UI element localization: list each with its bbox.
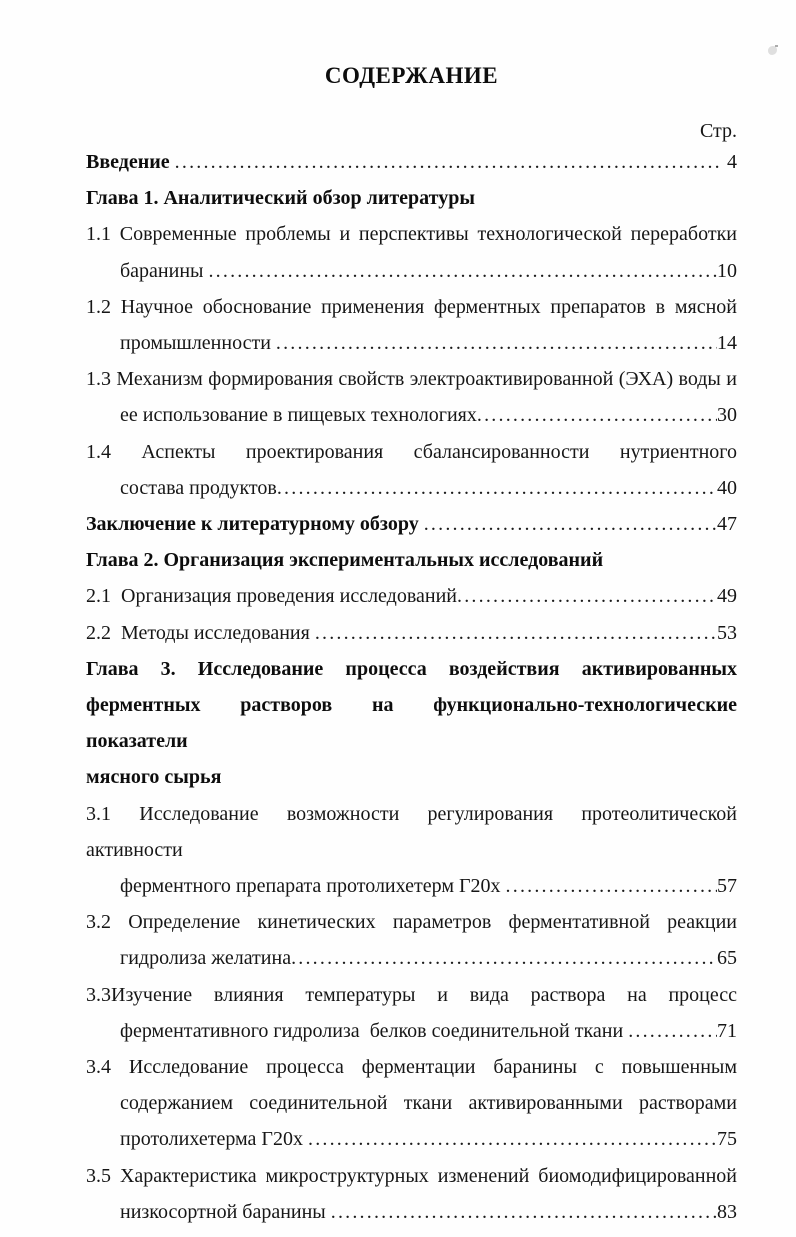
- toc-line: Глава 1. Аналитический обзор литературы: [86, 180, 737, 216]
- toc-line: Введение ...............................…: [86, 144, 737, 180]
- toc-page-number: 53: [717, 621, 737, 644]
- toc-line: 1.1 Современные проблемы и перспективы т…: [86, 216, 737, 252]
- page-column-label: Стр.: [699, 120, 737, 142]
- toc-entry-text: 1.4 Аспекты проектирования сбалансирован…: [86, 440, 737, 463]
- page-title: СОДЕРЖАНИЕ: [324, 63, 499, 88]
- toc-page-number: 49: [717, 585, 737, 608]
- toc-page-number: 40: [717, 476, 737, 499]
- toc-entry-text: Введение: [86, 151, 175, 173]
- toc-leader-dots: ........................................…: [174, 151, 719, 173]
- toc-entry-text: низкосортной баранины: [120, 1200, 331, 1223]
- toc-entry-text: 1.3 Механизм формирования свойств электр…: [86, 368, 737, 391]
- toc-leader-dots: ........................................…: [275, 332, 717, 355]
- toc-entry-text: промышленности: [120, 332, 276, 355]
- toc-page-number: 47: [717, 513, 737, 536]
- toc-line: состава продуктов.......................…: [86, 470, 737, 506]
- toc-entry-text: 3.5 Характеристика микроструктурных изме…: [86, 1164, 737, 1187]
- toc-page-number: 14: [717, 332, 737, 355]
- toc-entry-text: 3.2 Определение кинетических параметров …: [86, 911, 737, 934]
- toc-leader-dots: ........................................…: [208, 259, 717, 282]
- toc-leader-dots: ........................................…: [276, 476, 717, 499]
- toc-entry-text: 1.1 Современные проблемы и перспективы т…: [86, 223, 737, 246]
- toc-line: протолихетерма Г20х ....................…: [86, 1121, 737, 1157]
- toc-entry-text: 1.2 Научное обоснование применения ферме…: [86, 295, 737, 318]
- toc-line: 3.3Изучение влияния температуры и вида р…: [86, 977, 737, 1013]
- toc-line: промышленности .........................…: [86, 325, 737, 361]
- toc-page-number: 65: [717, 947, 737, 970]
- toc-line: низкосортной баранины ..................…: [86, 1194, 737, 1230]
- toc-leader-dots: ........................................…: [314, 621, 717, 644]
- toc-entry-text: Глава 1. Аналитический обзор литературы: [86, 187, 475, 210]
- toc-entry-text: баранины: [120, 259, 209, 282]
- toc-page-number: 75: [717, 1128, 737, 1151]
- toc-leader-dots: ........................................…: [628, 1019, 717, 1042]
- toc-line: 1.3 Механизм формирования свойств электр…: [86, 361, 737, 397]
- toc-leader-dots: ........................................…: [505, 875, 717, 898]
- toc-entry-text: ферментного препарата протолихетерм Г20х: [120, 875, 506, 898]
- toc-line: ее использование в пищевых технологиях..…: [86, 397, 737, 433]
- toc-leader-dots: ........................................…: [423, 513, 717, 536]
- toc-entry-text: гидролиза желатина: [120, 947, 292, 970]
- toc-line: Глава 2. Организация экспериментальных и…: [86, 542, 737, 578]
- toc-entry-text: Глава 2. Организация экспериментальных и…: [86, 549, 604, 572]
- toc-entry-text: Заключение к литературному обзору: [86, 513, 424, 536]
- toc-leader-dots: ........................................…: [476, 404, 717, 427]
- toc-leader-dots: ........................................…: [308, 1128, 717, 1151]
- toc-line: Глава 3. Исследование процесса воздейств…: [86, 651, 737, 687]
- toc-entry-text: ее использование в пищевых технологиях: [120, 404, 477, 427]
- toc-leader-dots: ........................................…: [330, 1200, 717, 1223]
- toc-entry-text: мясного сырья: [86, 766, 222, 789]
- toc-entry-text: 3.1 Исследование возможности регулирован…: [86, 802, 737, 861]
- toc-line: 1.2 Научное обоснование применения ферме…: [86, 289, 737, 325]
- toc-line: баранины ...............................…: [86, 253, 737, 289]
- toc-line: 3.1 Исследование возможности регулирован…: [86, 796, 737, 868]
- toc-page-number: 83: [717, 1200, 737, 1223]
- toc-line: ферментных растворов на функционально-те…: [86, 687, 737, 759]
- toc-entry-text: содержанием соединительной ткани активир…: [120, 1092, 737, 1115]
- toc-line: 3.4 Исследование процесса ферментации ба…: [86, 1049, 737, 1085]
- toc-page-number: 71: [717, 1019, 737, 1042]
- toc-entry-text: Глава 3. Исследование процесса воздейств…: [86, 657, 737, 680]
- toc-entry-text: состава продуктов: [120, 476, 277, 499]
- toc-line: 3.2 Определение кинетических параметров …: [86, 904, 737, 940]
- toc-line: 2.2 Методы исследования ................…: [86, 615, 737, 651]
- toc-page-number: 30: [717, 404, 737, 427]
- toc-line: ферментного препарата протолихетерм Г20х…: [86, 868, 737, 904]
- toc-line: Заключение к литературному обзору ......…: [86, 506, 737, 542]
- toc-leader-dots: ........................................…: [457, 585, 717, 608]
- toc-entry-text: ферментативного гидролиза белков соедини…: [120, 1019, 629, 1042]
- toc-list: Введение ...............................…: [86, 144, 737, 1230]
- toc-entry-text: 3.4 Исследование процесса ферментации ба…: [86, 1056, 737, 1079]
- toc-line: мясного сырья: [86, 759, 737, 795]
- toc-line: содержанием соединительной ткани активир…: [86, 1085, 737, 1121]
- page-content: СОДЕРЖАНИЕ Стр. Введение ...............…: [86, 0, 737, 1230]
- toc-entry-text: протолихетерма Г20х: [120, 1128, 308, 1151]
- toc-leader-dots: ........................................…: [291, 947, 717, 970]
- toc-line: 1.4 Аспекты проектирования сбалансирован…: [86, 434, 737, 470]
- toc-page-number: 4: [727, 151, 737, 173]
- toc-entry-text: 3.3Изучение влияния температуры и вида р…: [86, 983, 737, 1006]
- toc-entry-text: 2.2 Методы исследования: [86, 621, 315, 644]
- toc-page-number: 10: [717, 259, 737, 282]
- toc-entry-text: ферментных растворов на функционально-те…: [86, 694, 737, 753]
- toc-line: 3.5 Характеристика микроструктурных изме…: [86, 1158, 737, 1194]
- scan-artifact: [768, 45, 778, 55]
- toc-line: гидролиза желатина......................…: [86, 940, 737, 976]
- toc-line: 2.1 Организация проведения исследований.…: [86, 578, 737, 614]
- toc-line: ферментативного гидролиза белков соедини…: [86, 1013, 737, 1049]
- toc-page-number: 57: [717, 875, 737, 898]
- toc-entry-text: 2.1 Организация проведения исследований: [86, 585, 458, 608]
